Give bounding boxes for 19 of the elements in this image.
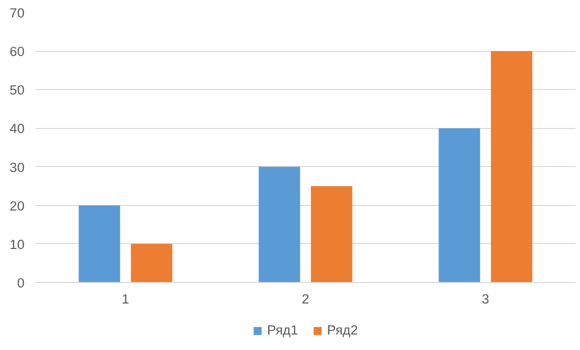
y-tick-label: 30 [10,160,25,175]
y-tick-label: 40 [10,121,25,136]
legend-label: Ряд1 [267,322,298,338]
bar [258,166,300,282]
bar [78,205,120,282]
legend-label: Ряд2 [327,322,358,338]
x-tick-label: 2 [302,292,310,306]
y-tick-label: 0 [17,276,25,290]
y-tick-label: 60 [10,44,25,60]
bar [438,128,480,282]
y-tick-label: 10 [10,236,25,252]
y-tick-label: 50 [10,82,25,98]
y-tick-label: 70 [10,6,25,20]
bar [310,186,352,282]
x-tick-label: 1 [122,292,130,306]
x-tick-label: 3 [482,292,490,306]
bar [130,244,172,282]
bar [490,51,532,282]
y-tick-label: 20 [10,198,25,214]
